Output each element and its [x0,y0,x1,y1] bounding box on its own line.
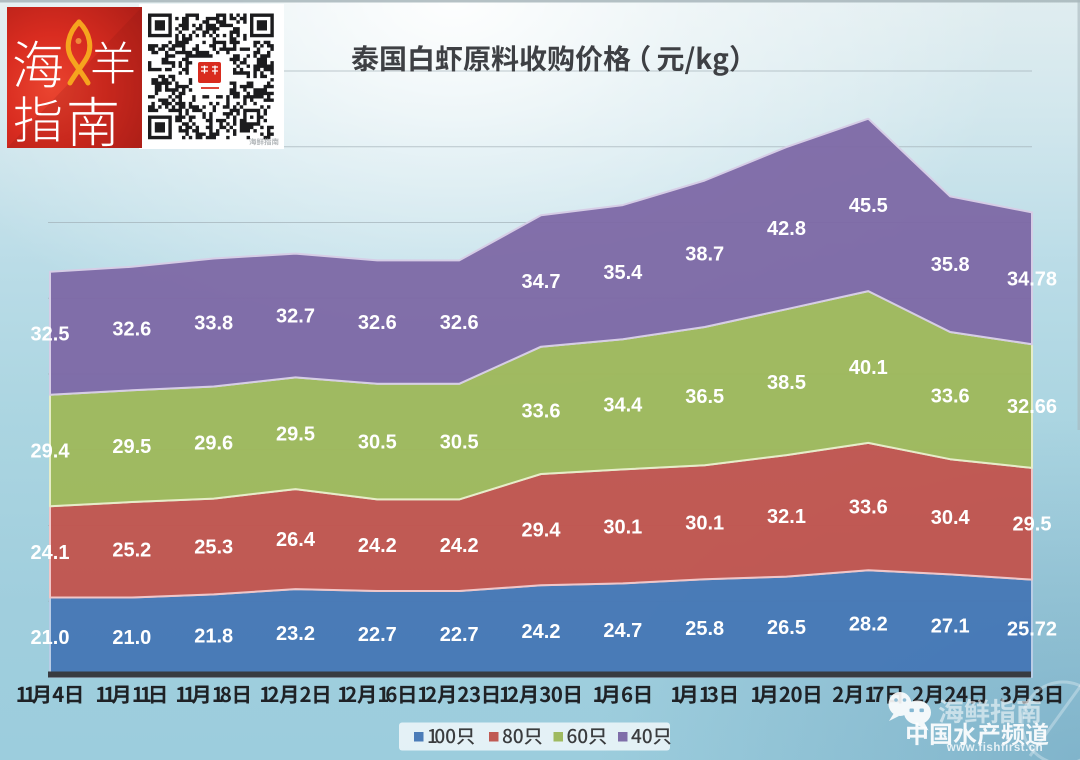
svg-text:34.7: 34.7 [522,271,561,293]
svg-text:34.4: 34.4 [603,394,643,416]
svg-text:40.1: 40.1 [849,357,888,379]
svg-text:23.2: 23.2 [276,623,315,645]
svg-text:35.4: 35.4 [603,262,643,284]
svg-text:33.6: 33.6 [849,497,888,519]
svg-text:32.6: 32.6 [112,319,151,341]
svg-text:30.1: 30.1 [603,516,642,538]
svg-text:29.5: 29.5 [112,436,151,458]
svg-text:24.2: 24.2 [358,535,397,557]
svg-text:35.8: 35.8 [931,254,970,276]
svg-text:29.5: 29.5 [1013,514,1052,536]
svg-text:42.8: 42.8 [767,218,806,240]
svg-text:45.5: 45.5 [849,195,888,217]
svg-text:www.fishfirst.cn: www.fishfirst.cn [946,742,1043,754]
svg-text:25.72: 25.72 [1007,618,1057,640]
svg-text:29.4: 29.4 [31,441,71,463]
svg-text:38.5: 38.5 [767,372,806,394]
svg-text:21.8: 21.8 [194,626,233,648]
svg-text:29.6: 29.6 [194,433,233,455]
svg-text:30.5: 30.5 [440,432,479,454]
svg-text:24.1: 24.1 [31,542,70,564]
svg-text:24.7: 24.7 [603,620,642,642]
svg-text:33.6: 33.6 [931,386,970,408]
svg-text:34.78: 34.78 [1007,268,1057,290]
svg-text:22.7: 22.7 [358,624,397,646]
svg-text:26.5: 26.5 [767,617,806,639]
svg-text:26.4: 26.4 [276,529,316,551]
svg-text:25.3: 25.3 [194,537,233,559]
svg-text:22.7: 22.7 [440,624,479,646]
svg-text:32.5: 32.5 [31,323,70,345]
svg-text:32.66: 32.66 [1007,396,1057,418]
svg-text:21.0: 21.0 [112,627,151,649]
svg-text:32.6: 32.6 [440,312,479,334]
svg-text:29.5: 29.5 [276,423,315,445]
svg-text:29.4: 29.4 [522,520,562,542]
svg-text:24.2: 24.2 [440,535,479,557]
svg-text:32.6: 32.6 [358,312,397,334]
svg-text:24.2: 24.2 [522,621,561,643]
svg-text:21.0: 21.0 [31,627,70,649]
svg-text:32.1: 32.1 [767,506,806,528]
svg-text:33.6: 33.6 [522,400,561,422]
svg-text:27.1: 27.1 [931,616,970,638]
svg-text:33.8: 33.8 [194,313,233,335]
svg-text:30.5: 30.5 [358,432,397,454]
svg-text:38.7: 38.7 [685,244,724,266]
svg-text:32.7: 32.7 [276,306,315,328]
svg-text:25.2: 25.2 [112,540,151,562]
svg-text:30.1: 30.1 [685,512,724,534]
svg-text:36.5: 36.5 [685,386,724,408]
svg-text:25.8: 25.8 [685,618,724,640]
svg-text:28.2: 28.2 [849,614,888,636]
svg-text:30.4: 30.4 [931,507,971,529]
